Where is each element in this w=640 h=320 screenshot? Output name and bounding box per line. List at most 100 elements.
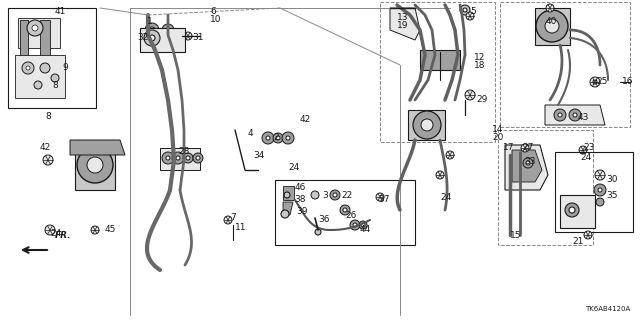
Text: 9: 9 <box>62 63 68 73</box>
Circle shape <box>145 23 159 37</box>
Circle shape <box>281 210 289 218</box>
Text: 23: 23 <box>583 143 595 153</box>
Circle shape <box>273 133 283 143</box>
Text: 5: 5 <box>470 7 476 17</box>
Text: 25: 25 <box>596 77 607 86</box>
Polygon shape <box>545 105 605 125</box>
Circle shape <box>26 66 30 70</box>
Text: 46: 46 <box>295 183 307 193</box>
Polygon shape <box>40 20 50 90</box>
Circle shape <box>573 113 577 117</box>
Text: 10: 10 <box>210 15 221 25</box>
Text: 7: 7 <box>230 213 236 222</box>
Text: 1: 1 <box>147 18 153 27</box>
Circle shape <box>193 153 203 163</box>
Polygon shape <box>535 8 570 45</box>
Circle shape <box>558 113 562 117</box>
Text: 22: 22 <box>341 190 352 199</box>
Circle shape <box>149 35 155 41</box>
Polygon shape <box>160 148 200 170</box>
Circle shape <box>87 157 103 173</box>
Polygon shape <box>140 28 185 52</box>
Circle shape <box>315 229 321 235</box>
Polygon shape <box>505 145 548 190</box>
Circle shape <box>186 156 190 160</box>
Text: 37: 37 <box>378 196 390 204</box>
Circle shape <box>172 152 184 164</box>
Circle shape <box>460 5 470 15</box>
Polygon shape <box>20 20 28 90</box>
Circle shape <box>34 81 42 89</box>
Circle shape <box>421 119 433 131</box>
Circle shape <box>526 161 530 165</box>
Text: 32: 32 <box>137 34 148 43</box>
Circle shape <box>330 190 340 200</box>
Circle shape <box>27 20 43 36</box>
Text: 43: 43 <box>578 114 589 123</box>
Bar <box>500 2 630 127</box>
Circle shape <box>376 193 384 201</box>
Circle shape <box>565 203 579 217</box>
Text: 45: 45 <box>105 226 116 235</box>
Text: 21: 21 <box>572 237 584 246</box>
Circle shape <box>350 220 360 230</box>
Circle shape <box>593 80 597 84</box>
Circle shape <box>584 231 592 239</box>
Circle shape <box>353 223 357 227</box>
Text: 14: 14 <box>492 125 504 134</box>
Circle shape <box>594 184 606 196</box>
Circle shape <box>340 205 350 215</box>
Circle shape <box>545 19 559 33</box>
Polygon shape <box>75 140 115 190</box>
Circle shape <box>465 90 475 100</box>
Circle shape <box>149 27 155 33</box>
Polygon shape <box>70 140 125 155</box>
Text: 16: 16 <box>622 77 634 86</box>
Circle shape <box>361 223 365 227</box>
Circle shape <box>598 188 602 192</box>
Circle shape <box>590 77 600 87</box>
Text: 35: 35 <box>606 191 618 201</box>
Polygon shape <box>390 8 420 40</box>
Circle shape <box>43 155 53 165</box>
Circle shape <box>546 4 554 12</box>
Polygon shape <box>283 202 293 215</box>
Text: 27: 27 <box>522 143 533 153</box>
Circle shape <box>413 111 441 139</box>
Circle shape <box>359 221 367 229</box>
Circle shape <box>286 136 290 140</box>
Text: 38: 38 <box>294 196 305 204</box>
Circle shape <box>311 191 319 199</box>
Circle shape <box>463 8 467 12</box>
Text: 42: 42 <box>40 143 51 153</box>
Text: 42: 42 <box>300 116 311 124</box>
Text: 17: 17 <box>503 143 515 153</box>
Text: 34: 34 <box>253 150 264 159</box>
Text: 15: 15 <box>510 230 522 239</box>
Text: TK6AB4120A: TK6AB4120A <box>585 306 630 312</box>
Circle shape <box>521 144 529 152</box>
Text: 41: 41 <box>55 7 67 17</box>
Text: 24: 24 <box>288 164 300 172</box>
Circle shape <box>183 153 193 163</box>
Circle shape <box>595 170 605 180</box>
Circle shape <box>554 109 566 121</box>
Circle shape <box>523 158 533 168</box>
Circle shape <box>284 192 290 198</box>
Text: 44: 44 <box>360 226 371 235</box>
Bar <box>498 130 593 245</box>
Circle shape <box>596 198 604 206</box>
Text: 31: 31 <box>192 34 204 43</box>
Text: 12: 12 <box>474 53 485 62</box>
Circle shape <box>166 28 170 32</box>
Text: 28: 28 <box>178 148 189 156</box>
Text: 8: 8 <box>52 82 58 91</box>
Circle shape <box>51 74 59 82</box>
Polygon shape <box>408 110 445 140</box>
Polygon shape <box>420 50 460 70</box>
Text: 24: 24 <box>440 194 451 203</box>
Circle shape <box>266 136 270 140</box>
Text: 2: 2 <box>273 133 278 142</box>
Circle shape <box>569 207 575 213</box>
Text: FR.: FR. <box>55 231 72 240</box>
